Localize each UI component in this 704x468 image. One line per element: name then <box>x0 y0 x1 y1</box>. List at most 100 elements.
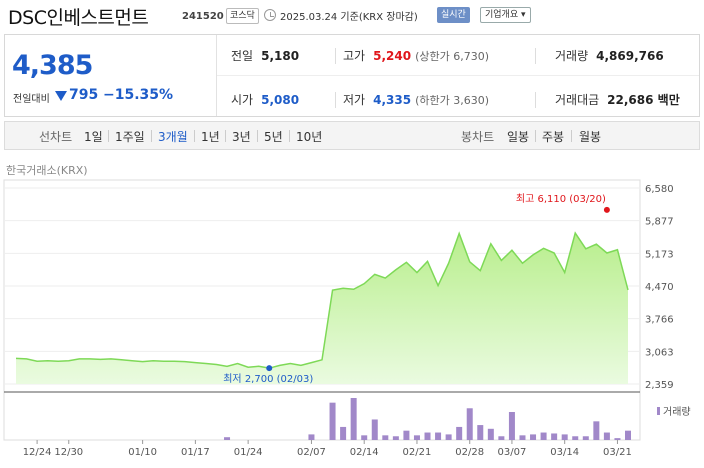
min-marker <box>266 365 273 372</box>
volume-bar <box>582 436 589 440</box>
tab-weekly[interactable]: 주봉 <box>542 130 565 144</box>
volume-bar <box>614 438 621 440</box>
candle-chart-label: 봉차트 <box>461 130 495 144</box>
line-chart-label: 선차트 <box>39 130 73 144</box>
volume-bar <box>530 434 537 440</box>
volume-bar <box>487 428 494 440</box>
volume-bar <box>603 432 610 440</box>
open-label: 시가 <box>231 93 254 107</box>
volume-bar <box>392 436 399 440</box>
tab-divider <box>194 130 195 142</box>
divider <box>217 75 699 76</box>
volume-bar <box>498 436 505 440</box>
price-box: 4,385 전일대비 795 −15.35% <box>5 35 217 116</box>
x-tick-label: 12/24 <box>23 447 52 458</box>
volume-bar <box>625 430 631 440</box>
prev-close: 전일 5,180 <box>231 47 299 64</box>
trade-amount: 거래대금 22,686 백만 <box>555 91 680 108</box>
high-label: 고가 <box>343 49 366 63</box>
market-badge: 코스닥 <box>226 8 259 24</box>
tab-divider <box>151 130 152 142</box>
clock-icon <box>264 9 276 21</box>
max-marker <box>603 206 610 213</box>
y-tick-label: 5,173 <box>645 249 674 260</box>
volume-bar <box>551 433 558 440</box>
price-chart[interactable]: 한국거래소(KRX) 6,580 5,877 5,173 4,470 3,766 3,06… <box>0 150 704 468</box>
change-label: 전일대비 <box>13 94 50 105</box>
volume-bar <box>350 398 357 440</box>
plot-frame <box>3 179 641 441</box>
tab-1d[interactable]: 1일 <box>84 130 103 144</box>
tab-1w[interactable]: 1주일 <box>115 130 145 144</box>
volume-bar <box>329 402 336 440</box>
volume-legend-swatch <box>657 407 660 415</box>
realtime-button[interactable]: 실시간 <box>437 7 470 23</box>
low-label: 저가 <box>343 93 366 107</box>
volume-bar <box>382 435 389 440</box>
tab-divider <box>571 130 572 142</box>
x-tick-label: 03/07 <box>498 447 527 458</box>
tab-divider <box>257 130 258 142</box>
volume-bar <box>413 435 420 440</box>
x-tick-label: 02/07 <box>297 447 326 458</box>
y-tick-label: 2,359 <box>645 380 674 391</box>
tab-5y[interactable]: 5년 <box>264 130 283 144</box>
volume-bar <box>361 435 368 440</box>
tab-3m[interactable]: 3개월 <box>158 130 188 144</box>
x-tick-label: 01/24 <box>234 447 263 458</box>
high-price: 고가 5,240 (상한가 6,730) <box>343 47 489 64</box>
y-tick-label: 5,877 <box>645 217 674 228</box>
high-value: 5,240 <box>373 49 412 63</box>
tab-3y[interactable]: 3년 <box>232 130 251 144</box>
amount-value: 22,686 백만 <box>607 93 680 107</box>
divider <box>335 92 336 108</box>
change-percent: −15.35% <box>103 87 174 103</box>
volume: 거래량 4,869,766 <box>555 47 664 64</box>
volume-bar <box>224 437 231 440</box>
volume-bar <box>508 412 515 440</box>
volume-bar <box>456 426 463 440</box>
tab-divider <box>289 130 290 142</box>
volume-bar <box>466 408 473 440</box>
volume-bar <box>435 432 442 440</box>
tab-10y[interactable]: 10년 <box>296 130 323 144</box>
price-area <box>16 233 628 384</box>
x-tick-label: 03/21 <box>603 447 632 458</box>
y-tick-label: 3,766 <box>645 315 674 326</box>
volume-bar <box>445 434 452 440</box>
volume-bar <box>477 425 484 440</box>
tab-divider <box>535 130 536 142</box>
low-price: 저가 4,335 (하한가 3,630) <box>343 91 489 108</box>
x-tick-label: 02/14 <box>350 447 379 458</box>
x-tick-label: 02/28 <box>455 447 484 458</box>
tab-divider <box>108 130 109 142</box>
volume-bar <box>593 421 600 440</box>
volume-bar <box>572 436 579 440</box>
x-tick-label: 03/14 <box>550 447 579 458</box>
current-price: 4,385 <box>12 50 93 81</box>
volume-bar <box>424 432 431 440</box>
volume-label: 거래량 <box>555 49 589 63</box>
volume-value: 4,869,766 <box>596 49 664 63</box>
lower-limit: (하한가 3,630) <box>415 94 489 107</box>
tab-monthly[interactable]: 월봉 <box>579 130 602 144</box>
x-tick-label: 12/30 <box>54 447 83 458</box>
divider <box>335 48 336 64</box>
volume-bar <box>519 435 526 440</box>
tab-divider <box>225 130 226 142</box>
tab-1y[interactable]: 1년 <box>201 130 220 144</box>
stock-code: 241520 <box>182 11 224 22</box>
price-line <box>15 231 629 369</box>
y-tick-label: 6,580 <box>645 184 674 195</box>
max-label: 최고 6,110 (03/20) <box>516 193 606 205</box>
volume-bar <box>340 426 347 440</box>
volume-bar <box>371 419 378 440</box>
company-overview-button[interactable]: 기업개요 ▾ <box>480 7 531 23</box>
amount-label: 거래대금 <box>555 93 600 107</box>
volume-bar <box>403 430 410 440</box>
price-summary: 4,385 전일대비 795 −15.35% 전일 5,180 고가 5,240 (상… <box>4 34 700 117</box>
exchange-label: 한국거래소(KRX) <box>6 164 88 177</box>
tab-daily[interactable]: 일봉 <box>507 130 530 144</box>
y-tick-label: 4,470 <box>645 282 674 293</box>
volume-legend-label: 거래량 <box>663 406 691 418</box>
